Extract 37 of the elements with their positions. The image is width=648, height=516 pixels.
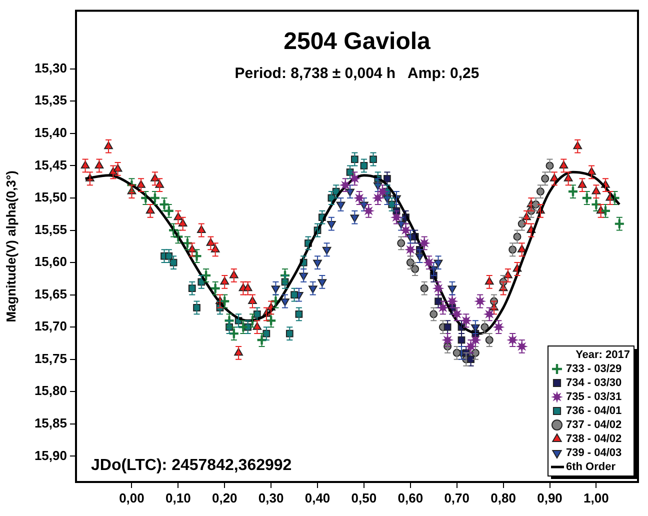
- x-tick-label: 0,00: [119, 490, 144, 506]
- x-tick-label: 0,30: [258, 490, 284, 506]
- y-tick-label: 15,55: [34, 222, 67, 237]
- y-tick-label: 15,45: [34, 157, 67, 172]
- y-tick-label: 15,40: [34, 125, 67, 140]
- y-tick-label: 15,30: [34, 60, 67, 76]
- x-tick-label: 1,00: [584, 490, 609, 506]
- y-tick-label: 15,90: [34, 448, 67, 463]
- legend-label: 734 - 03/30: [566, 377, 622, 390]
- legend-label: 735 - 03/31: [566, 391, 622, 404]
- annotation: JDo(LTC): 2457842,362992: [91, 457, 292, 474]
- x-tick-label: 0,10: [166, 490, 191, 506]
- legend-label: 739 - 04/03: [566, 447, 622, 460]
- legend-label: 737 - 04/02: [566, 419, 622, 432]
- x-tick-label: 0,50: [351, 490, 377, 506]
- y-axis-title: Magnitude(V) alpha(0,3°): [3, 170, 18, 322]
- legend-label: 6th Order: [566, 461, 616, 474]
- x-tick-label: 0,70: [444, 490, 470, 506]
- x-tick-label: 0,80: [490, 490, 516, 506]
- y-tick-label: 15,50: [34, 190, 67, 205]
- legend-title: Year: 2017: [576, 349, 630, 362]
- y-tick-label: 15,80: [34, 383, 67, 398]
- y-tick-label: 15,65: [34, 286, 67, 302]
- legend-label: 733 - 03/29: [566, 363, 622, 376]
- x-tick-label: 0,40: [304, 490, 330, 506]
- text: Period: 8,738 ± 0,004 h Amp: 0,25: [234, 64, 480, 82]
- y-tick-label: 15,70: [34, 318, 67, 334]
- y-tick-label: 15,75: [34, 350, 67, 366]
- y-tick-label: 15,85: [34, 415, 67, 430]
- text: 2504 Gaviola: [284, 28, 432, 55]
- x-tick-label: 0,60: [398, 490, 424, 506]
- legend-label: 736 - 04/01: [566, 405, 622, 418]
- x-tick-label: 0,90: [537, 490, 562, 506]
- legend-label: 738 - 04/02: [566, 433, 622, 446]
- x-tick-label: 0,20: [212, 490, 238, 506]
- y-tick-label: 15,60: [34, 254, 67, 270]
- y-tick-label: 15,35: [34, 92, 67, 108]
